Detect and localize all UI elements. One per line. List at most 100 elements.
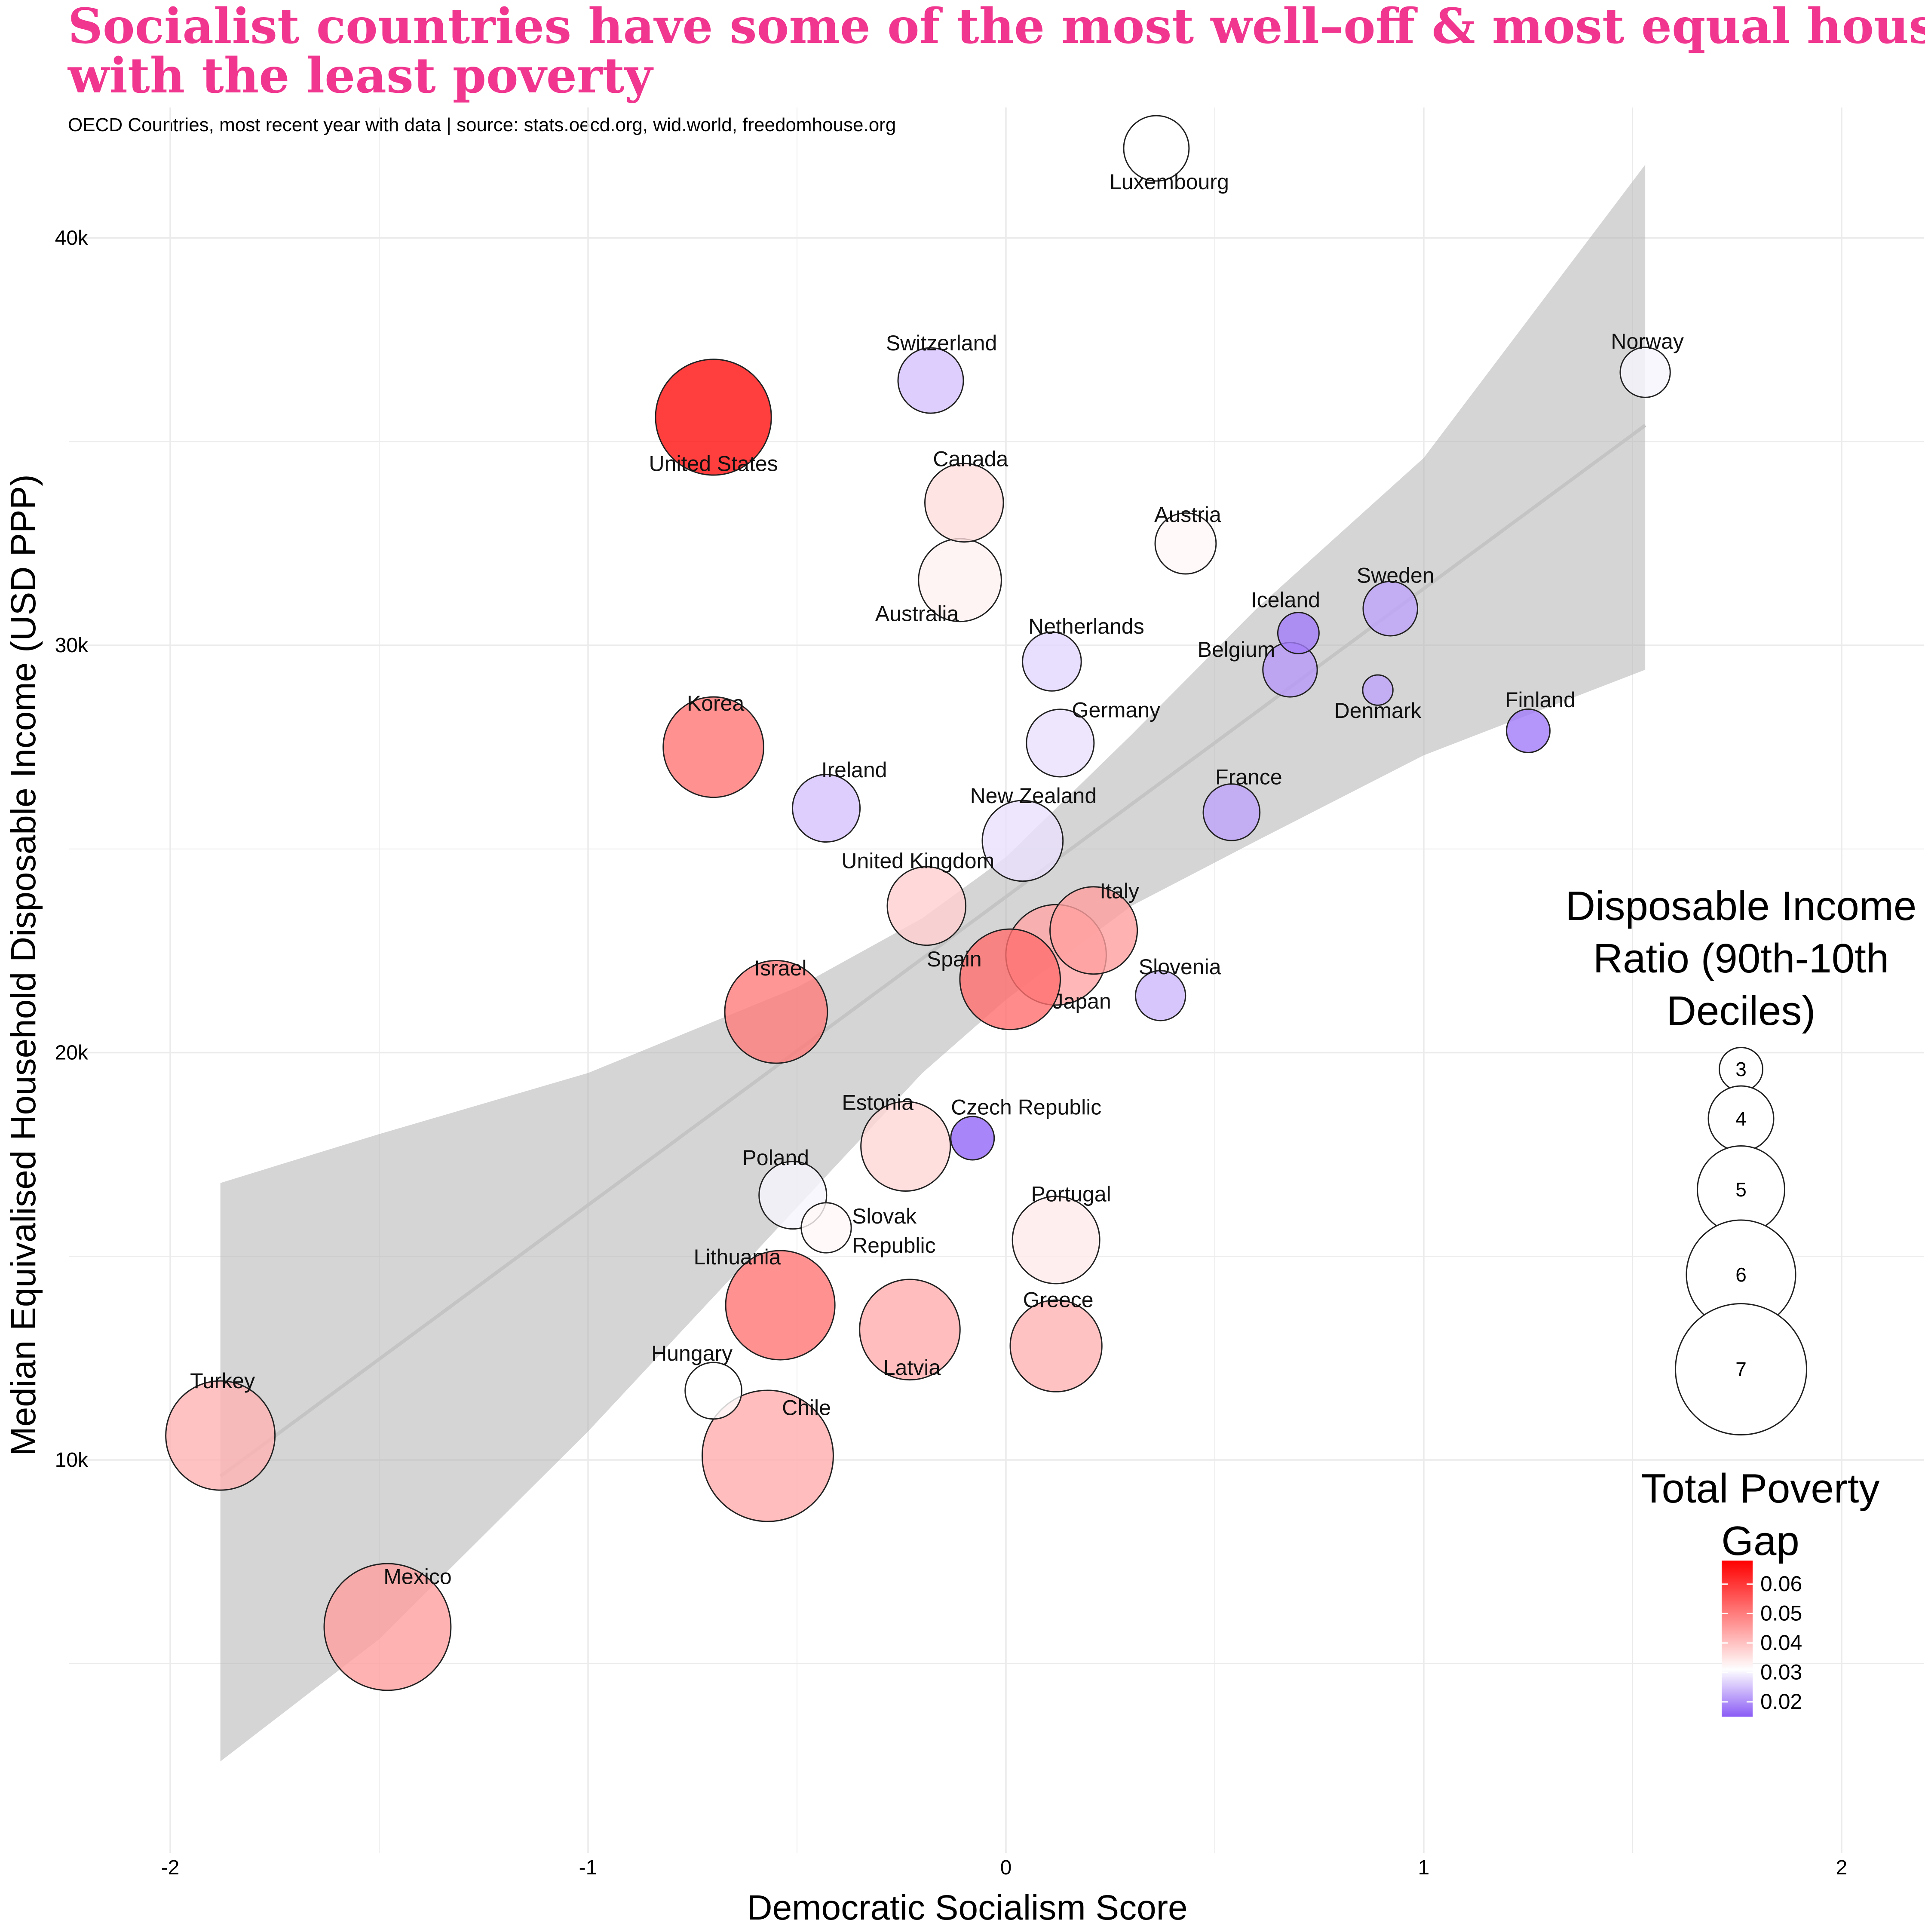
label-united-states: United States (649, 451, 778, 475)
label-estonia: Estonia (842, 1090, 913, 1114)
label-greece: Greece (1023, 1288, 1094, 1312)
point-latvia (859, 1279, 961, 1381)
color-legend-label: 0.05 (1760, 1601, 1802, 1625)
label-canada: Canada (933, 447, 1008, 471)
size-legend-label: 5 (1735, 1178, 1747, 1201)
point-labels: Luxembourg Norway Switzerland United States… (190, 170, 1684, 1589)
size-legend-label: 4 (1735, 1107, 1747, 1130)
x-tick-label: -2 (161, 1856, 180, 1879)
x-tick-label: 2 (1836, 1856, 1848, 1879)
point-turkey (165, 1380, 276, 1491)
label-slovenia: Slovenia (1139, 955, 1221, 979)
label-austria: Austria (1154, 503, 1221, 527)
point-sweden (1362, 580, 1418, 637)
size-legend-circle (1675, 1303, 1807, 1435)
point-chile (701, 1389, 834, 1522)
size-legend-title-line: Deciles) (1667, 988, 1816, 1034)
size-legend-title-line: Ratio (90th-10th (1593, 935, 1889, 981)
point-finland (1506, 708, 1551, 753)
label-italy: Italy (1100, 879, 1139, 903)
chart-title-line1: Socialist countries have some of the mos… (68, 0, 1925, 55)
label-belgium: Belgium (1198, 638, 1275, 662)
point-israel (724, 960, 828, 1064)
label-norway: Norway (1611, 329, 1683, 353)
size-legend-label: 6 (1735, 1263, 1747, 1286)
point-spain (959, 928, 1061, 1030)
label-chile: Chile (782, 1396, 831, 1420)
point-netherlands (1022, 632, 1082, 692)
label-denmark: Denmark (1334, 699, 1422, 723)
label-mexico: Mexico (383, 1564, 451, 1589)
size-legend-label: 3 (1735, 1058, 1747, 1080)
size-legend-label: 7 (1735, 1358, 1747, 1380)
label-line: Republic (852, 1233, 936, 1257)
label-hungary: Hungary (651, 1341, 733, 1365)
point-slovak-republic (800, 1202, 852, 1254)
point-united-kingdom (886, 866, 967, 946)
y-tick-label: 30k (55, 634, 89, 657)
label-portugal: Portugal (1031, 1182, 1111, 1206)
label-australia: Australia (875, 601, 959, 626)
point-lithuania (725, 1250, 836, 1361)
point-united-states (655, 359, 772, 476)
point-norway (1619, 347, 1671, 398)
x-tick-label: 0 (1000, 1856, 1012, 1879)
x-axis-title: Democratic Socialism Score (747, 1888, 1187, 1927)
point-mexico (323, 1563, 452, 1691)
color-legend: Total Poverty Gap 0.06 0.05 0.04 0.03 0.02 (1641, 1466, 1880, 1717)
label-korea: Korea (687, 691, 745, 715)
point-luxembourg (1123, 115, 1190, 182)
point-new-zealand (981, 800, 1064, 882)
point-denmark (1362, 674, 1394, 706)
y-tick-label: 20k (55, 1042, 89, 1064)
color-legend-title-line: Total Poverty (1641, 1466, 1880, 1512)
confidence-band-area (220, 164, 1646, 1762)
label-japan: Japan (1053, 989, 1111, 1013)
label-germany: Germany (1072, 698, 1161, 722)
point-estonia (860, 1101, 951, 1192)
point-germany (1026, 708, 1095, 778)
point-czech-republic (950, 1116, 995, 1161)
point-ireland (791, 773, 861, 843)
y-axis-ticks: 10k 20k 30k 40k (55, 227, 89, 1472)
x-axis-ticks: -2 -1 0 1 2 (161, 1856, 1848, 1879)
x-tick-label: 1 (1418, 1856, 1430, 1879)
point-switzerland (897, 347, 964, 414)
size-legend: Disposable Income Ratio (90th-10th Deciles… (1566, 883, 1916, 1435)
color-legend-label: 0.04 (1760, 1631, 1802, 1655)
color-legend-bar (1722, 1561, 1753, 1717)
label-ireland: Ireland (821, 758, 887, 782)
label-finland: Finland (1505, 688, 1576, 712)
label-switzerland: Switzerland (886, 331, 997, 355)
label-luxembourg: Luxembourg (1110, 170, 1229, 194)
point-korea (662, 696, 764, 798)
label-netherlands: Netherlands (1028, 614, 1144, 638)
label-france: France (1215, 765, 1282, 789)
confidence-band (220, 164, 1646, 1762)
point-greece (1009, 1299, 1103, 1392)
label-line: Slovak (852, 1204, 917, 1228)
label-czech-republic: Czech Republic (951, 1095, 1101, 1119)
label-lithuania: Lithuania (694, 1245, 781, 1269)
chart-subtitle: OECD Countries, most recent year with da… (68, 114, 896, 135)
y-axis-title: Median Equivalised Household Disposable … (4, 474, 43, 1456)
color-legend-label: 0.02 (1760, 1690, 1802, 1714)
point-hungary (684, 1362, 742, 1420)
point-iceland (1277, 612, 1320, 655)
point-austria (1154, 512, 1217, 575)
y-tick-label: 10k (55, 1449, 89, 1472)
point-canada (924, 463, 1004, 543)
point-italy (1049, 886, 1138, 975)
color-legend-title-line: Gap (1721, 1518, 1799, 1564)
label-poland: Poland (742, 1146, 809, 1170)
label-spain: Spain (927, 947, 982, 971)
point-slovenia (1134, 970, 1186, 1021)
y-tick-label: 40k (55, 227, 89, 250)
label-united-kingdom: United Kingdom (841, 849, 994, 873)
label-new-zealand: New Zealand (970, 784, 1097, 808)
x-tick-label: -1 (579, 1856, 598, 1879)
size-legend-title-line: Disposable Income (1566, 883, 1916, 929)
data-points (165, 115, 1671, 1691)
point-portugal (1012, 1196, 1100, 1285)
